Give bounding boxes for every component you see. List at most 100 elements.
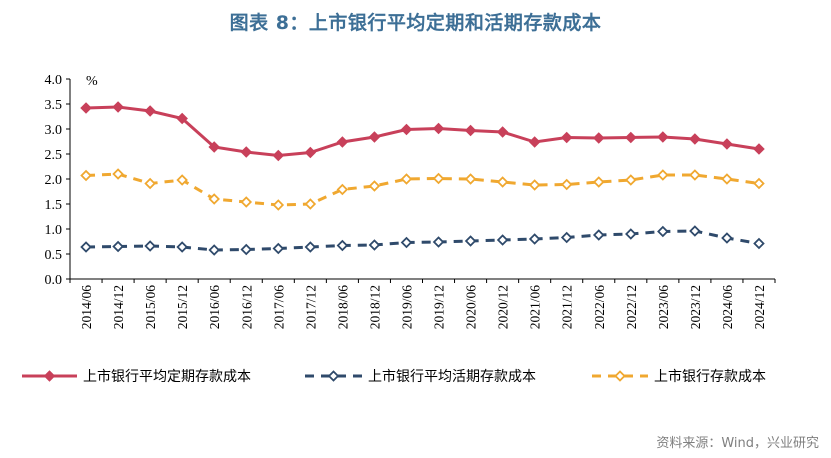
data-point-marker xyxy=(272,242,285,255)
data-point-marker xyxy=(560,131,573,144)
data-point-marker xyxy=(368,180,381,192)
data-point-marker xyxy=(400,173,413,185)
data-point-marker xyxy=(625,174,637,186)
data-point-marker xyxy=(753,177,765,190)
data-point-marker xyxy=(464,235,477,247)
y-tick-label: 3.5 xyxy=(45,98,63,113)
data-point-marker xyxy=(496,234,509,246)
data-point-marker xyxy=(208,244,220,256)
x-tick-label: 2024/06 xyxy=(720,285,735,330)
y-tick-label: 3.0 xyxy=(45,123,63,138)
data-point-marker xyxy=(432,236,445,248)
x-ticks: 2014/06 2014/12 2015/06 2015/12 2016/06 2016/… xyxy=(69,279,776,330)
x-tick-label: 2022/06 xyxy=(592,285,607,330)
data-point-marker xyxy=(80,102,92,114)
data-point-marker xyxy=(336,183,349,196)
data-point-marker xyxy=(657,131,669,143)
data-point-marker xyxy=(464,124,477,137)
legend: 上市银行平均定期存款成本 上市银行平均活期存款成本 上市银行存款成本 xyxy=(22,368,766,385)
data-point-marker xyxy=(592,132,605,144)
x-tick-label: 2018/12 xyxy=(367,285,382,329)
y-tick-label: 1.0 xyxy=(45,223,63,238)
legend-marker xyxy=(43,370,56,382)
data-point-marker xyxy=(208,193,220,205)
x-tick-label: 2019/12 xyxy=(432,285,447,329)
series-line xyxy=(85,105,760,158)
x-tick-label: 2014/06 xyxy=(79,285,94,330)
series-line xyxy=(85,172,760,207)
data-point-marker xyxy=(304,146,317,159)
data-point-marker xyxy=(657,169,669,181)
y-tick-label: 0.0 xyxy=(45,273,63,288)
data-point-marker xyxy=(432,122,445,135)
data-point-marker xyxy=(592,229,605,241)
y-tick-label: 4.0 xyxy=(45,73,63,88)
data-point-marker xyxy=(689,133,701,145)
series-3 xyxy=(80,168,765,211)
x-tick-label: 2017/06 xyxy=(271,285,286,330)
data-point-marker xyxy=(721,138,733,150)
legend-label: 上市银行平均活期存款成本 xyxy=(368,368,536,385)
x-tick-label: 2018/06 xyxy=(335,285,350,330)
x-tick-label: 2017/12 xyxy=(303,285,318,329)
data-point-marker xyxy=(240,146,253,158)
data-point-marker xyxy=(560,231,573,244)
data-point-marker xyxy=(368,239,381,251)
data-point-marker xyxy=(689,169,701,181)
data-point-marker xyxy=(112,240,124,253)
source-note: 资料来源：Wind，兴业研究 xyxy=(656,436,819,451)
legend-label: 上市银行存款成本 xyxy=(654,368,766,385)
data-point-marker xyxy=(528,233,541,245)
legend-label: 上市银行平均定期存款成本 xyxy=(83,368,251,385)
legend-item-3: 上市银行存款成本 xyxy=(592,368,766,385)
x-tick-label: 2024/12 xyxy=(752,285,767,329)
x-tick-label: 2022/12 xyxy=(624,285,639,329)
x-tick-label: 2023/12 xyxy=(688,285,703,329)
series-layer xyxy=(80,101,765,256)
data-point-marker xyxy=(80,169,92,182)
legend-item-1: 上市银行平均定期存款成本 xyxy=(22,368,251,385)
data-point-marker xyxy=(560,178,573,191)
data-point-marker xyxy=(80,241,92,253)
data-point-marker xyxy=(528,179,541,191)
x-tick-label: 2020/12 xyxy=(496,285,511,329)
data-point-marker xyxy=(625,131,637,144)
x-tick-label: 2023/06 xyxy=(656,285,671,330)
data-point-marker xyxy=(721,173,733,185)
data-point-marker xyxy=(112,101,124,113)
y-tick-label: 1.5 xyxy=(45,198,63,213)
data-point-marker xyxy=(144,240,156,252)
y-tick-label: 2.5 xyxy=(45,148,63,163)
data-point-marker xyxy=(753,143,765,155)
series-line xyxy=(85,229,760,252)
data-point-marker xyxy=(432,172,445,185)
series-1 xyxy=(80,101,765,162)
legend-marker xyxy=(614,370,626,382)
data-point-marker xyxy=(304,198,317,210)
data-point-marker xyxy=(176,241,188,253)
data-point-marker xyxy=(272,199,285,211)
x-tick-label: 2016/06 xyxy=(207,285,222,330)
x-tick-label: 2014/12 xyxy=(111,285,126,329)
data-point-marker xyxy=(721,232,733,244)
series-2 xyxy=(80,225,765,256)
data-point-marker xyxy=(689,225,701,237)
data-point-marker xyxy=(208,141,220,153)
chart-title: 图表 8：上市银行平均定期和活期存款成本 xyxy=(229,12,602,34)
legend-marker xyxy=(327,370,340,382)
y-tick-label: 2.0 xyxy=(45,173,63,188)
data-point-marker xyxy=(336,136,349,148)
x-tick-label: 2016/12 xyxy=(239,285,254,329)
legend-item-2: 上市银行平均活期存款成本 xyxy=(305,368,536,385)
y-axis-unit-label: % xyxy=(86,74,98,89)
data-point-marker xyxy=(464,173,477,185)
data-point-marker xyxy=(176,174,188,186)
data-point-marker xyxy=(400,123,413,136)
data-point-marker xyxy=(304,241,317,253)
axes xyxy=(69,79,775,280)
data-point-marker xyxy=(240,243,253,256)
data-point-marker xyxy=(496,126,509,138)
data-point-marker xyxy=(336,239,349,252)
x-tick-label: 2020/06 xyxy=(464,285,479,330)
